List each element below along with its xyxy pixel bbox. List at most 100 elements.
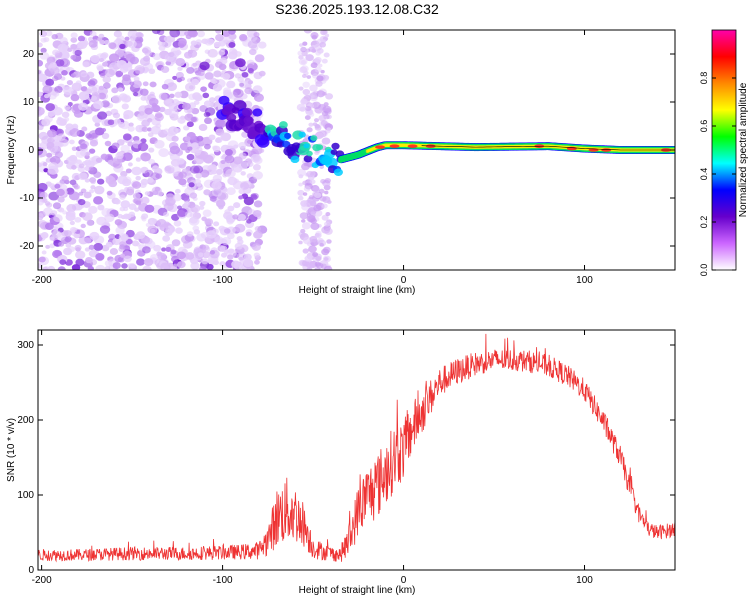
spectrogram-cell [89, 139, 99, 147]
spectrogram-cell [241, 107, 253, 117]
spectrogram-cell [225, 168, 236, 178]
spectrogram-cell [176, 158, 185, 165]
spectrogram-cell [311, 248, 316, 253]
spectrogram-cell [177, 261, 186, 269]
spectrogram-cell [77, 35, 86, 42]
spectrogram-cell [178, 178, 187, 186]
spectrogram-cell [95, 157, 103, 163]
spectrogram-cell [42, 85, 53, 94]
spectrogram-cell [122, 74, 131, 82]
spectrogram-cell [137, 142, 149, 152]
spectrogram-cell [144, 191, 150, 196]
spectrogram-cell [123, 109, 134, 119]
spectrogram-cell [175, 58, 186, 67]
spectrogram-cell [115, 152, 124, 160]
spectrogram-cell [316, 75, 324, 82]
spectrogram-cell [168, 51, 175, 58]
spectrogram-cell [51, 34, 58, 40]
spectrogram-cell [375, 145, 386, 149]
spectrogram-cell [233, 202, 241, 209]
snr-series-line [38, 333, 675, 563]
spectrogram-cell [70, 73, 76, 78]
spectrogram-cell [253, 252, 260, 258]
spectrogram-cell [202, 209, 212, 217]
spectrogram-cell [67, 156, 78, 165]
spectrogram-cell [247, 63, 254, 70]
spectrogram-cell [316, 262, 324, 269]
spectrogram-cell [203, 143, 211, 150]
spectrogram-cell [99, 72, 106, 78]
spectrogram-cell [218, 63, 227, 71]
x-tick-label: -100 [213, 575, 233, 586]
spectrogram-cell [298, 174, 304, 179]
spectrogram-cell [209, 97, 216, 103]
spectrogram-cell [154, 113, 164, 122]
spectrogram-cell [234, 58, 246, 68]
spectrogram-cell [149, 81, 157, 88]
spectrogram-cell [107, 159, 114, 165]
spectrogram-cell [104, 213, 115, 223]
spectrogram-cell [284, 132, 292, 139]
colorbar-tick-label: 0.6 [699, 120, 709, 133]
spectrogram-cell [198, 123, 208, 132]
spectrogram-cell [102, 61, 109, 67]
spectrogram-cell [65, 123, 74, 131]
spectrogram-cell [62, 210, 68, 215]
spectrogram-cell [78, 172, 88, 181]
spectrogram-cell [148, 147, 155, 153]
spectrogram-cell [38, 182, 48, 192]
spectrogram-cell [310, 95, 318, 102]
spectrogram-cell [69, 128, 80, 137]
spectrogram-cell [233, 144, 239, 149]
spectrogram-cell [171, 135, 179, 142]
spectrogram-cell [179, 142, 190, 151]
spectrogram-cell [135, 175, 141, 181]
spectrogram-cell [297, 189, 305, 196]
spectrogram-cell [120, 253, 126, 258]
spectrogram-cell [297, 195, 304, 201]
spectrogram-cell [240, 171, 246, 176]
spectrogram-cell [44, 222, 54, 230]
spectrogram-cell [199, 200, 206, 207]
spectrogram-cell [133, 91, 139, 97]
spectrogram-cell [122, 213, 130, 220]
spectrogram-cell [306, 127, 313, 133]
spectrogram-cell [63, 230, 72, 237]
spectrogram-cell [323, 265, 333, 270]
spectrogram-cell [87, 85, 97, 94]
spectrogram-cell [298, 131, 306, 138]
spectrogram-cell [201, 258, 209, 265]
spectrogram-cell [187, 146, 193, 151]
spectrogram-cell [184, 136, 191, 142]
spectrogram-cell [179, 90, 189, 99]
spectrogram-cell [129, 81, 135, 86]
spectrogram-cell [303, 30, 312, 34]
spectrogram-cell [207, 48, 218, 58]
spectrogram-cell [80, 143, 88, 150]
colorbar: 0.0 0.2 0.4 0.6 0.8 Normalized spectral ampl… [699, 29, 749, 276]
colorbar-tick-label: 0.4 [699, 168, 709, 181]
spectrogram-cell [101, 132, 110, 140]
spectrogram-cell [108, 233, 116, 241]
spectrogram-cell [118, 122, 126, 128]
spectrogram-cell [94, 122, 101, 127]
spectrogram-cell [318, 114, 327, 122]
spectrogram-cell [254, 259, 260, 265]
spectrogram-cell [71, 264, 81, 270]
spectrogram-cell [215, 119, 226, 129]
spectrogram-cell [135, 231, 146, 240]
spectrogram-cell [84, 159, 92, 166]
spectrogram-cell [249, 48, 257, 56]
spectrogram-cell [122, 152, 133, 162]
spectrogram-cell [136, 258, 145, 266]
spectrogram-cell [132, 80, 142, 89]
spectrogram-cell [58, 241, 65, 247]
spectrogram-cell [45, 78, 55, 87]
spectrogram-cell [309, 84, 318, 92]
spectrogram-cell [313, 204, 322, 212]
spectrogram-cell [83, 237, 92, 244]
spectrogram-cell [42, 207, 53, 216]
spectrogram-cell [321, 137, 331, 145]
spectrogram-cell [306, 150, 313, 157]
figure-title: S236.2025.193.12.08.C32 [275, 1, 439, 17]
